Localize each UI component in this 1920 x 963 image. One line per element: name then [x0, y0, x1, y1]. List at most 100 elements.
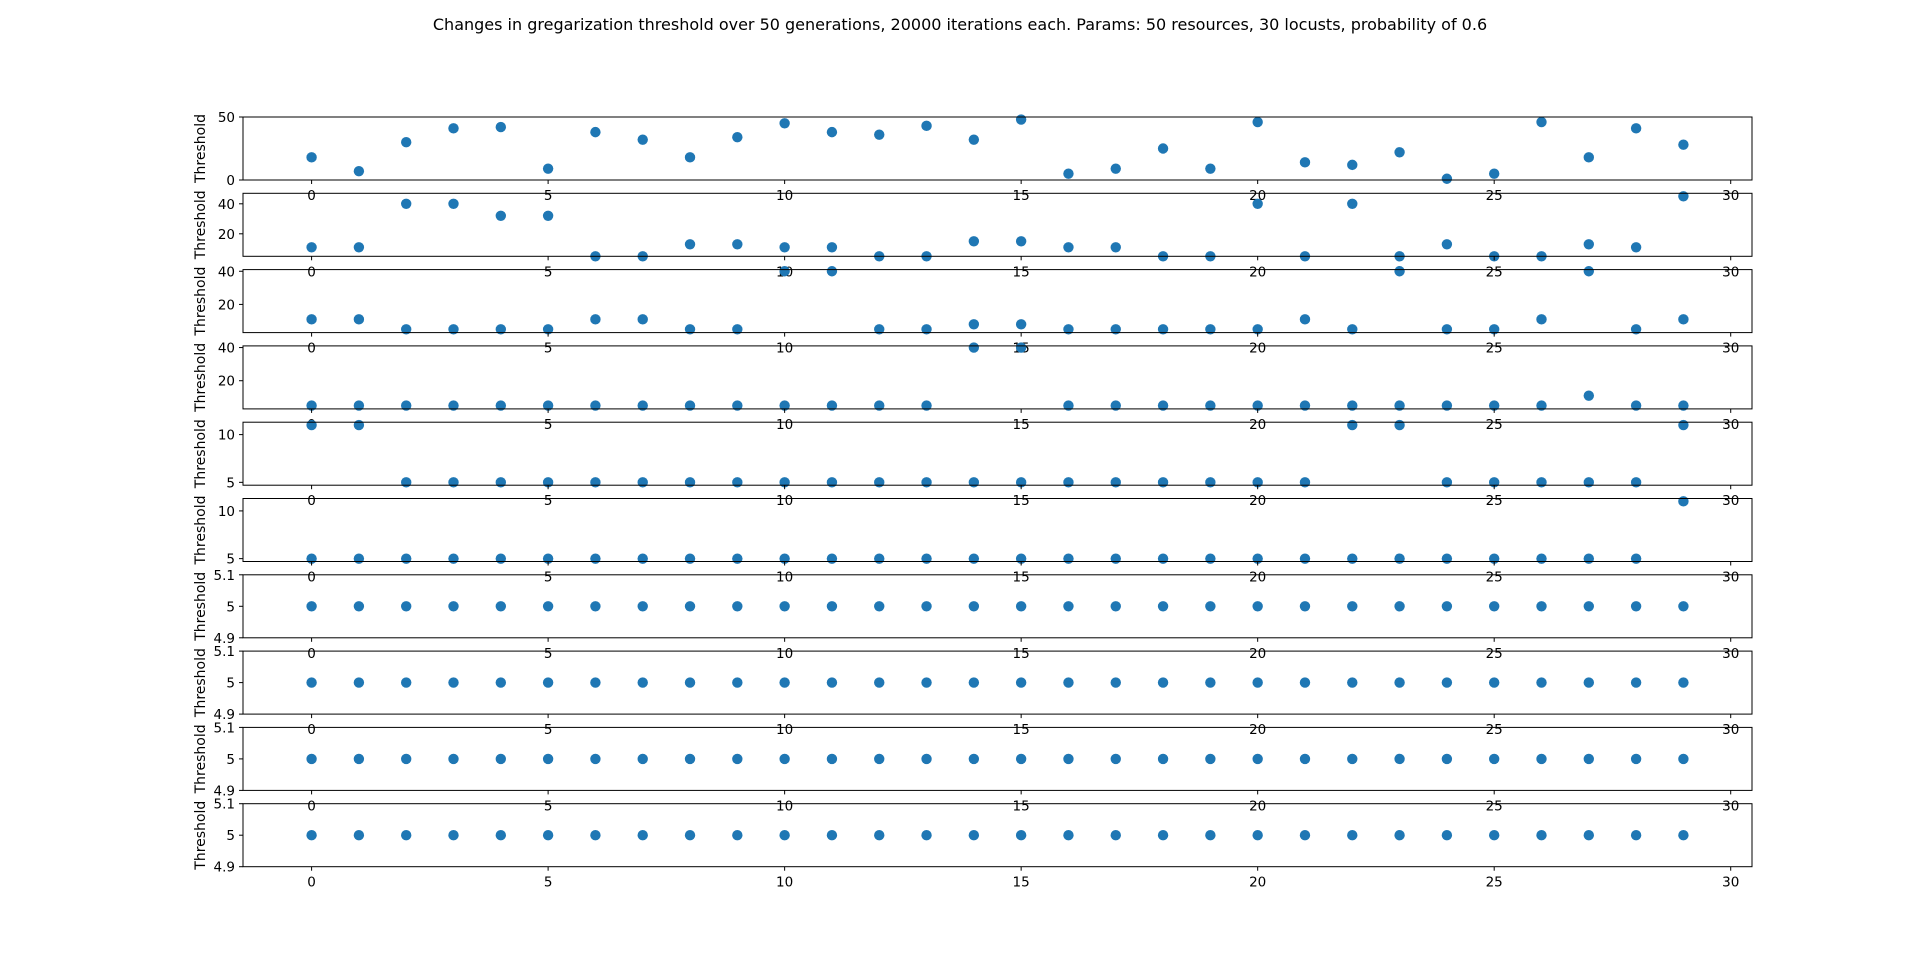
data-point	[779, 753, 790, 765]
data-point	[1157, 830, 1169, 841]
plot-frame	[242, 116, 1753, 181]
data-point	[732, 553, 743, 564]
x-tick-label: 20	[1249, 341, 1266, 357]
data-point	[1678, 496, 1689, 507]
data-point	[590, 553, 601, 564]
x-tick-label: 30	[1722, 722, 1739, 738]
x-tick-label: 15	[1013, 875, 1030, 891]
data-point	[1536, 677, 1547, 688]
data-point	[1299, 553, 1311, 564]
data-point	[1015, 677, 1027, 688]
x-tick-label: 10	[776, 341, 793, 357]
data-point	[921, 553, 932, 564]
data-point	[732, 677, 743, 688]
figure-title: Changes in gregarization threshold over …	[433, 15, 1487, 34]
data-point	[590, 314, 601, 325]
data-point	[1015, 342, 1027, 353]
data-point	[542, 400, 554, 411]
data-point	[1299, 601, 1311, 612]
data-point	[1583, 266, 1595, 277]
data-point	[1630, 830, 1642, 841]
data-point	[306, 753, 317, 765]
y-tick-label: 20	[218, 227, 235, 243]
data-point	[637, 477, 648, 488]
data-point	[1063, 400, 1074, 411]
data-point	[1678, 601, 1689, 612]
data-point	[590, 126, 601, 138]
data-point	[1394, 147, 1405, 158]
data-point	[1630, 553, 1642, 564]
y-tick-label: 5.1	[214, 644, 235, 660]
data-point	[1157, 477, 1169, 488]
data-point	[1441, 601, 1453, 612]
x-tick-label: 30	[1722, 646, 1739, 662]
x-tick-label: 10	[776, 722, 793, 738]
y-axis-label: Threshold	[193, 267, 209, 337]
data-point	[1678, 314, 1689, 325]
x-tick-label: 5	[544, 875, 553, 891]
data-point	[306, 314, 317, 325]
x-tick-label: 15	[1013, 417, 1030, 433]
data-point	[1441, 477, 1453, 488]
x-tick-label: 5	[544, 493, 553, 509]
data-point	[1205, 163, 1216, 174]
y-tick-label: 4.9	[214, 783, 235, 799]
data-point	[1205, 830, 1216, 841]
data-point	[590, 830, 601, 841]
subplot-grid: 050051015202530Threshold2040051015202530…	[193, 110, 1753, 891]
data-point	[637, 677, 648, 688]
data-point	[1394, 830, 1405, 841]
data-point	[968, 553, 980, 564]
data-point	[1488, 677, 1500, 688]
y-tick-label: 10	[218, 428, 235, 444]
data-point	[401, 601, 412, 612]
x-tick-label: 30	[1722, 264, 1739, 280]
data-point	[401, 400, 412, 411]
x-tick-label: 20	[1249, 798, 1266, 814]
data-point	[826, 677, 838, 688]
data-point	[1488, 830, 1500, 841]
data-point	[1299, 314, 1311, 325]
data-point	[542, 210, 554, 221]
subplot-8: 4.9 5 5.1 0 5 10 15 20 25 30 Threshold	[193, 644, 1753, 738]
x-tick-label: 30	[1722, 341, 1739, 357]
data-point	[732, 477, 743, 488]
data-point	[826, 126, 838, 138]
data-point	[401, 753, 412, 765]
data-point	[1630, 753, 1642, 765]
data-point	[826, 830, 838, 841]
x-tick-label: 20	[1249, 264, 1266, 280]
data-point	[1110, 163, 1121, 174]
data-point	[1063, 830, 1074, 841]
x-tick-label: 10	[776, 875, 793, 891]
data-point	[1394, 553, 1405, 564]
y-axis-label: Threshold	[193, 496, 209, 566]
data-point	[684, 152, 696, 163]
data-point	[401, 137, 412, 148]
data-point	[353, 400, 365, 411]
subplot-1: 0 50 0 5 10 15 20 25 30 Threshold	[193, 110, 1753, 204]
x-tick-label: 5	[544, 417, 553, 433]
x-tick-label: 5	[544, 646, 553, 662]
data-point	[637, 134, 648, 145]
data-point	[495, 210, 507, 221]
x-tick-label: 10	[776, 646, 793, 662]
data-point	[1063, 477, 1074, 488]
x-tick-label: 5	[544, 188, 553, 204]
data-point	[1441, 173, 1453, 184]
data-point	[542, 163, 554, 174]
x-tick-label: 20	[1249, 646, 1266, 662]
data-point	[826, 400, 838, 411]
data-point	[1063, 324, 1074, 335]
data-point	[1015, 236, 1027, 247]
subplot-9: 4.9 5 5.1 0 5 10 15 20 25 30 Threshold	[193, 720, 1753, 814]
data-point	[1347, 419, 1358, 431]
x-tick-label: 0	[307, 341, 316, 357]
data-point	[590, 601, 601, 612]
x-tick-label: 0	[307, 264, 316, 280]
data-point	[1157, 753, 1169, 765]
data-point	[1299, 477, 1311, 488]
data-point	[401, 553, 412, 564]
x-tick-label: 5	[544, 570, 553, 586]
data-point	[1441, 400, 1453, 411]
